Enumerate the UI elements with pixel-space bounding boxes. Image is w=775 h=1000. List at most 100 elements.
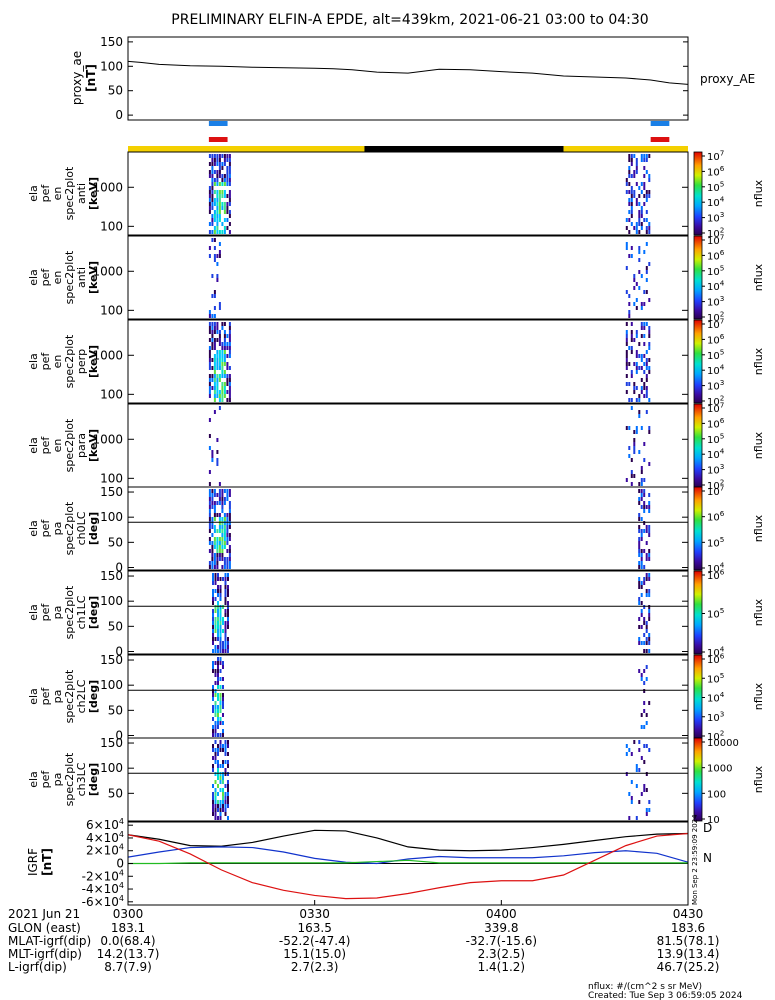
spectrogram-pixel: [643, 493, 646, 497]
spectrogram-pixel: [213, 541, 216, 545]
spectrogram-ylabel-word: ch2LC: [75, 679, 88, 713]
spectrogram-pixel: [224, 649, 227, 653]
spectrogram-pixel: [638, 398, 641, 402]
colorbar-label: nflux: [752, 179, 765, 207]
spectrogram-pixel: [213, 330, 216, 334]
spectrogram-pixel: [625, 390, 628, 394]
spectrogram-pixel: [217, 573, 219, 577]
spectrogram-pixel: [227, 577, 229, 581]
spectrogram-pixel: [213, 202, 216, 206]
spectrogram-pixel: [227, 804, 229, 808]
spectrogram-pixel: [645, 198, 648, 202]
spectrogram-pixel: [625, 772, 628, 776]
spectrogram-pixel: [219, 685, 222, 689]
colorbar-tick-label: 106: [707, 509, 725, 524]
spectrogram-pixel: [221, 501, 224, 505]
spectrogram-pixel: [219, 633, 222, 637]
spectrogram-pixel: [223, 330, 226, 334]
spectrogram-pixel: [625, 334, 628, 338]
spectrogram-pixel: [212, 625, 214, 629]
spectrogram-frame: [127, 235, 689, 320]
spectrogram-pixel: [643, 326, 646, 330]
spectrogram-pixel: [228, 162, 231, 166]
spectrogram-ylabel-word: pa: [51, 773, 64, 787]
spectrogram-ylabel-word: spec2plot: [63, 585, 76, 639]
spectrogram-pixel: [222, 808, 224, 812]
spectrogram-pixel: [222, 617, 224, 621]
spectrogram-pixel: [216, 438, 219, 442]
spectrogram-pixel: [228, 174, 231, 178]
spectrogram-pixel: [211, 186, 214, 190]
footer-row-value: 15.1(15.0): [283, 947, 346, 961]
spectrogram-pixel: [211, 334, 214, 338]
spectrogram-pixel: [643, 458, 646, 462]
footer-row-label: L-igrf(dip): [8, 960, 67, 974]
spectrogram-pixel: [638, 342, 641, 346]
spectrogram-pixel: [643, 505, 646, 509]
spectrogram-pixel: [214, 772, 217, 776]
spectrogram-pixel: [640, 470, 643, 474]
colorbar-tick-label: 107: [707, 401, 724, 416]
spectrogram-pixel: [212, 669, 214, 673]
spectrogram-pixel: [218, 394, 221, 398]
spectrogram-pixel: [218, 390, 221, 394]
spectrogram-pixel: [208, 549, 211, 553]
spectrogram-pixel: [640, 585, 643, 589]
spectrogram-pixel: [633, 430, 636, 434]
spectrogram-pixel: [223, 162, 226, 166]
spectrogram-pixel: [219, 748, 222, 752]
spectrogram-pixel: [208, 326, 211, 330]
spectrogram-pixel: [213, 306, 216, 310]
spectrogram-pixel: [645, 266, 648, 270]
spectrogram-pixel: [628, 170, 631, 174]
spectrogram-pixel: [218, 366, 221, 370]
spectrogram-pixel: [228, 565, 231, 569]
spectrogram-pixel: [645, 641, 648, 645]
spectrogram-pixel: [208, 350, 211, 354]
footer-row-value: 0430: [673, 907, 704, 921]
spectrogram-pixel: [221, 394, 224, 398]
spectrogram-pixel: [227, 752, 229, 756]
spectrogram-pixel: [218, 210, 221, 214]
spectrogram-pixel: [224, 585, 227, 589]
spectrogram-pixel: [216, 390, 219, 394]
spectrogram-pixel: [224, 800, 227, 804]
spectrogram-pixel: [638, 740, 641, 744]
spectrogram-ylabel-word: en: [51, 271, 64, 285]
spectrogram-pixel: [221, 362, 224, 366]
spectrogram-pixel: [208, 501, 211, 505]
colorbar-tick-label: 104: [707, 690, 725, 705]
science-zone-blue-bar: [208, 121, 228, 126]
spectrogram-pixel: [226, 513, 229, 517]
spectrogram-pixel: [226, 194, 229, 198]
spectrogram-pixel: [211, 358, 214, 362]
igrf-yunit: [nT]: [40, 848, 54, 876]
spectrogram-pixel: [226, 497, 229, 501]
spectrogram-pixel: [212, 649, 214, 653]
spectrogram-pixel: [212, 613, 214, 617]
spectrogram-pixel: [630, 202, 633, 206]
spectrogram-pixel: [221, 398, 224, 402]
spectrogram-pixel: [226, 561, 229, 565]
spectrogram-pixel: [212, 800, 214, 804]
spectrogram-pixel: [213, 362, 216, 366]
spectrogram-pixel: [213, 294, 216, 298]
spectrogram-pixel: [221, 545, 224, 549]
spectrogram-pixel: [218, 406, 221, 410]
spectrogram-ytick-label: 0: [115, 728, 123, 742]
spectrogram-pixel: [212, 577, 214, 581]
spectrogram-pixel: [224, 768, 227, 772]
proxy-ae-legend: proxy_AE: [700, 72, 755, 86]
spectrogram-pixel: [224, 613, 227, 617]
spectrogram-pixel: [222, 701, 224, 705]
spectrogram-pixel: [226, 342, 229, 346]
spectrogram-pixel: [633, 154, 636, 158]
spectrogram-pixel: [211, 326, 214, 330]
spectrogram-pixel: [217, 665, 219, 669]
spectrogram-pixel: [648, 609, 651, 613]
spectrogram-pixel: [630, 752, 633, 756]
spectrogram-pixel: [221, 194, 224, 198]
spectrogram-pixel: [643, 617, 646, 621]
spectrogram-pixel: [635, 198, 638, 202]
igrf-ytick-label: -6×104: [82, 894, 124, 909]
